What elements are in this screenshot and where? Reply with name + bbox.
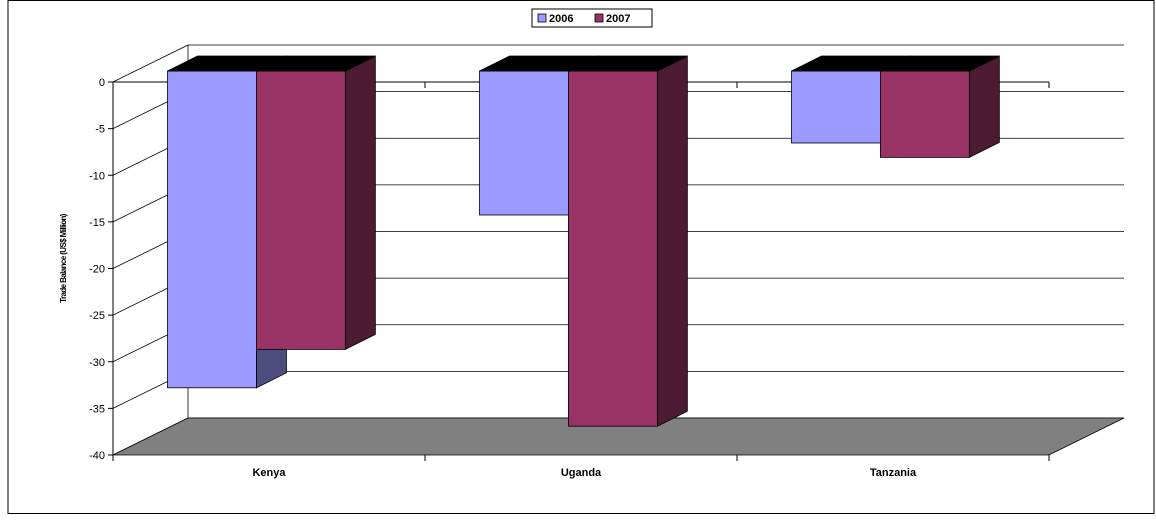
legend-swatch — [537, 13, 547, 23]
bar-side — [656, 55, 688, 427]
legend: 2006 2007 — [531, 8, 653, 28]
y-tick-label: -5 — [95, 124, 105, 136]
legend-box — [531, 8, 653, 28]
labels: 0 -5 -10 -15 -20 -25 -30 -35 -40 Trade Balance (U… — [59, 77, 917, 479]
legend-label: 2007 — [606, 13, 630, 25]
bar-front — [479, 70, 569, 216]
bar-front — [167, 70, 257, 389]
y-tick-label: -25 — [89, 310, 105, 322]
y-axis-title: Trade Balance (US$ Million) — [59, 213, 68, 303]
y-tick-label: -30 — [89, 357, 105, 369]
bar-front — [568, 70, 658, 427]
bar-front — [791, 70, 881, 144]
bar-side — [968, 55, 1000, 159]
legend-swatch — [594, 13, 604, 23]
bar-front — [880, 70, 970, 158]
y-tick-label: -20 — [89, 264, 105, 276]
bar-2007-tanzania — [880, 55, 1000, 159]
bar-top — [880, 55, 1000, 72]
bar-front — [256, 70, 346, 350]
bar-side — [344, 55, 376, 351]
bar-top — [568, 55, 688, 72]
bar-2007-uganda — [568, 55, 688, 427]
bar-2007-kenya — [256, 55, 376, 351]
y-tick-label: -10 — [89, 170, 105, 182]
legend-label: 2006 — [549, 13, 573, 25]
category-label: Kenya — [252, 467, 286, 479]
side-gridline — [112, 44, 189, 83]
category-label: Uganda — [561, 467, 602, 479]
bars — [167, 55, 1000, 427]
y-tick-label: -40 — [89, 450, 105, 462]
y-tick-label: 0 — [99, 77, 105, 89]
y-tick-label: -35 — [89, 403, 105, 415]
bar-top — [256, 55, 376, 72]
category-label: Tanzania — [870, 467, 917, 479]
y-tick-label: -15 — [89, 217, 105, 229]
